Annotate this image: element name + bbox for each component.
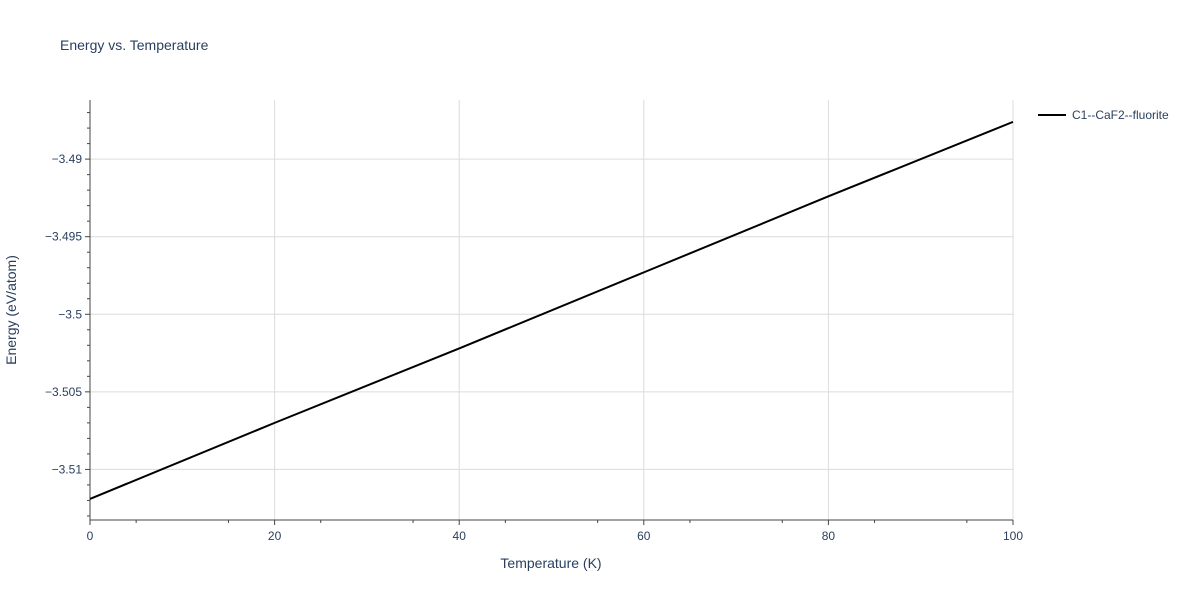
y-axis-label: Energy (eV/atom) [3,255,19,365]
x-tick-label: 80 [822,529,836,543]
x-tick-label: 60 [637,529,651,543]
y-tick-label: −3.505 [45,385,82,399]
y-tick-label: −3.495 [45,230,82,244]
chart-title: Energy vs. Temperature [60,37,209,53]
x-axis-label: Temperature (K) [500,555,601,571]
x-tick-label: 20 [268,529,282,543]
y-tick-label: −3.49 [52,152,83,166]
series-line [89,120,1014,500]
x-tick-label: 40 [453,529,467,543]
y-tick-label: −3.5 [58,307,82,321]
legend-label: C1--CaF2--fluorite [1072,108,1169,122]
legend[interactable]: C1--CaF2--fluorite [1038,108,1169,122]
x-tick-label: 0 [87,529,94,543]
x-tick-label: 100 [1003,529,1023,543]
y-tick-label: −3.51 [52,462,83,476]
